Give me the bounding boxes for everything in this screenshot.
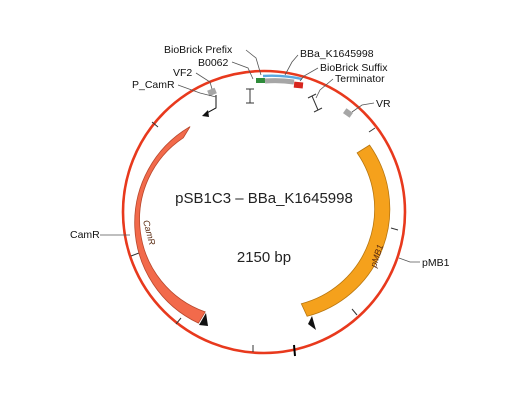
camr-direction-arrow-icon	[199, 313, 208, 326]
plasmid-title: pSB1C3 – BBa_K1645998	[175, 190, 353, 207]
backbone-tick	[151, 121, 159, 128]
label-bba-part: BBa_K1645998	[300, 48, 374, 60]
b0062-gray-arc	[264, 78, 295, 85]
terminator-marker-icon	[307, 93, 323, 113]
backbone-tick-bold	[293, 344, 296, 357]
vr-feature	[343, 108, 353, 118]
label-b0062: B0062	[198, 57, 229, 69]
b0062-marker-icon	[246, 88, 254, 104]
vf2-feature	[207, 87, 217, 97]
label-biobrick-suffix: BioBrick Suffix	[320, 62, 388, 74]
label-p-camr: P_CamR	[132, 79, 175, 91]
plasmid-size: 2150 bp	[237, 249, 291, 266]
backbone-tick	[390, 227, 399, 231]
p-camr-arrowhead-icon	[202, 110, 209, 117]
prefix-green-feature	[256, 78, 265, 83]
backbone-tick	[368, 127, 376, 133]
label-terminator: Terminator	[335, 73, 385, 85]
label-vr: VR	[376, 98, 391, 110]
label-vf2: VF2	[173, 67, 192, 79]
label-pmb1: pMB1	[422, 257, 450, 269]
pmb1-feature-arc	[300, 144, 391, 317]
camr-feature-arc	[134, 126, 206, 324]
suffix-red-feature	[293, 81, 304, 89]
leader-lines	[100, 49, 420, 263]
camr-inner-label: CamR	[141, 219, 157, 247]
backbone-tick	[175, 317, 182, 325]
backbone-circle	[121, 69, 407, 355]
label-camr: CamR	[70, 229, 100, 241]
backbone-tick	[130, 252, 140, 257]
pmb1-direction-arrow-icon	[308, 316, 316, 330]
p-camr-promoter-arrow-icon	[204, 95, 217, 115]
backbone-tick	[351, 308, 358, 316]
label-biobrick-prefix: BioBrick Prefix	[164, 44, 233, 56]
